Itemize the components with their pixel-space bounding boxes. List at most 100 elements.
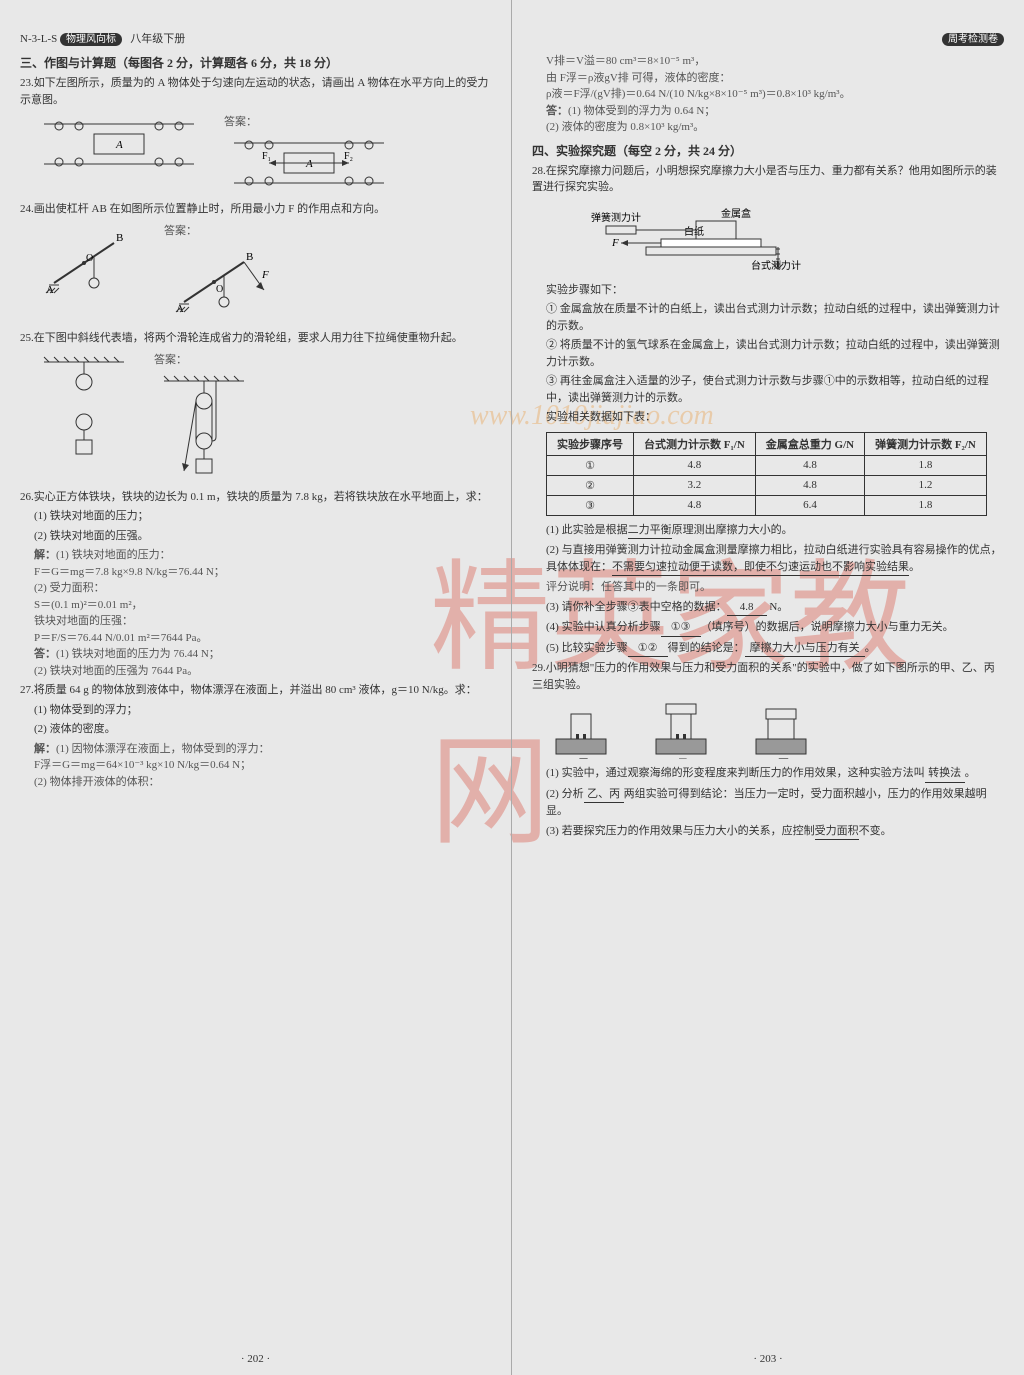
q28-scoring: 评分说明：任答其中的一条即可。	[546, 579, 1004, 596]
q27-p1: (1) 物体受到的浮力；	[34, 702, 491, 719]
q28-q5-blank2: 摩擦力大小与压力有关	[745, 640, 865, 658]
q23: 23.如下左图所示，质量为的 A 物体处于匀速向左运动的状态，请画出 A 物体在…	[20, 75, 491, 108]
page-no-203: · 203 ·	[512, 1353, 1024, 1365]
svg-text:F₁: F₁	[262, 151, 271, 162]
q27: 27.将质量 64 g 的物体放到液体中，物体漂浮在液面上，并溢出 80 cm³…	[20, 682, 491, 699]
page-202: N-3-L-S 物理风向标 八年级下册 三、作图与计算题（每图各 2 分，计算题…	[0, 0, 512, 1375]
page-203: 周考检测卷 V排＝V溢＝80 cm³＝8×10⁻⁵ m³， 由 F浮＝ρ液gV排…	[512, 0, 1024, 1375]
q24-num: 24.	[20, 203, 34, 215]
q29-q1-t2: 。	[965, 767, 976, 779]
q27-ans-label: 答：	[546, 105, 568, 117]
q29-q1-blank: 转换法	[925, 765, 965, 783]
q26-p2: (2) 铁块对地面的压强。	[34, 528, 491, 545]
q23-fig-left: A	[34, 114, 204, 174]
q27-sol-label: 解：	[34, 743, 56, 755]
svg-text:F: F	[261, 269, 269, 281]
q28-th2: 金属盒总重力 G/N	[755, 432, 864, 455]
q28-r1c1: 3.2	[634, 475, 756, 495]
header-right-tag: 周考检测卷	[942, 33, 1004, 46]
q29-q2-blank1: 乙、丙	[584, 786, 624, 804]
q27-s2a: (2) 物体排开液体的体积：	[34, 774, 491, 791]
q27-p2: (2) 液体的密度。	[34, 721, 491, 738]
q26-s2a: (2) 受力面积：	[34, 580, 491, 597]
q28-q3-circ: ③	[628, 601, 639, 613]
q24-fig-answer: AB O F	[164, 242, 274, 322]
svg-text:O: O	[86, 253, 93, 264]
svg-text:B: B	[246, 251, 253, 263]
q28-q5-t2: 得到的结论是：	[668, 642, 745, 654]
q28-q5-blank1: ①②	[628, 640, 668, 658]
q26-a1: (1) 铁块对地面的压力为 76.44 N；	[56, 648, 220, 660]
q23-fig-answer: A F₁ F₂	[224, 133, 394, 193]
q26-sol-label: 解：	[34, 549, 56, 561]
q25: 25.在下图中斜线代表墙，将两个滑轮连成省力的滑轮组，要求人用力往下拉绳使重物升…	[20, 330, 491, 347]
svg-text:弹簧测力计: 弹簧测力计	[591, 211, 641, 224]
q28-q1-t: (1) 此实验是根据	[546, 524, 628, 536]
q29-fig-a: 甲	[546, 699, 616, 759]
q23-ans-label: 答案：	[224, 116, 257, 128]
svg-text:F: F	[611, 237, 619, 249]
section-3-title: 三、作图与计算题（每图各 2 分，计算题各 6 分，共 18 分）	[20, 54, 491, 71]
q28-q2: (2) 与直接用弹簧测力计拉动金属盒测量摩擦力相比，拉动白纸进行实验具有容易操作…	[546, 542, 1004, 576]
header-right: 周考检测卷	[532, 30, 1004, 45]
q26-text: 实心正方体铁块，铁块的边长为 0.1 m，铁块的质量为 7.8 kg，若将铁块放…	[34, 491, 488, 503]
header-grade: 八年级下册	[130, 33, 185, 45]
q28-r2c1: 4.8	[634, 495, 756, 515]
q28-q4-blank1: ①③	[661, 619, 701, 637]
q27-s1a: (1) 因物体漂浮在液面上，物体受到的浮力：	[56, 743, 270, 755]
q28-num: 28.	[532, 165, 546, 177]
q28-tbl-label: 实验相关数据如下表：	[546, 409, 1004, 426]
q24-text: 画出使杠杆 AB 在如图所示位置静止时，所用最小力 F 的作用点和方向。	[34, 203, 385, 215]
q28-step1: ① 金属盒放在质量不计的白纸上，读出台式测力计示数；拉动白纸的过程中，读出弹簧测…	[546, 301, 1004, 334]
q27-s2b: V排＝V溢＝80 cm³＝8×10⁻⁵ m³，	[546, 53, 1004, 70]
q29-q3-t1: (3) 若要探究压力的作用效果与压力大小的关系，应控制	[546, 825, 815, 837]
q26-s2b: S＝(0.1 m)²＝0.01 m²，	[34, 597, 491, 614]
q28-step3: ③ 再往金属盒注入适量的沙子，使台式测力计示数与步骤①中的示数相等，拉动白纸的过…	[546, 373, 1004, 406]
q28-q1-blank: 二力平衡	[628, 522, 672, 540]
q26-s1a: (1) 铁块对地面的压力：	[56, 549, 171, 561]
q25-num: 25.	[20, 332, 34, 344]
svg-text:A: A	[305, 158, 313, 170]
q26: 26.实心正方体铁块，铁块的边长为 0.1 m，铁块的质量为 7.8 kg，若将…	[20, 489, 491, 506]
q28-steps-label: 实验步骤如下：	[546, 282, 1004, 299]
q29-q3-blank: 受力面积	[815, 823, 859, 841]
q28-q4-t2: （填序号）的数据后，说明摩擦力大小与重力无关。	[701, 621, 954, 633]
q29-q2: (2) 分析乙、丙两组实验可得到结论：当压力一定时，受力面积越小，压力的作用效果…	[546, 786, 1004, 820]
q29-q1: (1) 实验中，通过观察海绵的形变程度来判断压力的作用效果，这种实验方法叫转换法…	[546, 765, 1004, 783]
section-4-title: 四、实验探究题（每空 2 分，共 24 分）	[532, 142, 1004, 159]
q23-num: 23.	[20, 77, 34, 89]
q28-q3-t2: 表中空格的数据：	[639, 601, 727, 613]
q28: 28.在探究摩擦力问题后，小明想探究摩擦力大小是否与压力、重力都有关系？他用如图…	[532, 163, 1004, 196]
q28-r1c2: 4.8	[755, 475, 864, 495]
q27-text: 将质量 64 g 的物体放到液体中，物体漂浮在液面上，并溢出 80 cm³ 液体…	[34, 684, 477, 696]
q24-fig-left: AB O	[34, 223, 144, 303]
q25-fig-answer	[154, 371, 254, 481]
q29-q2-t1: (2) 分析	[546, 788, 584, 800]
q28-r0c1: 4.8	[634, 455, 756, 475]
q28-step2: ② 将质量不计的氢气球系在金属盒上，读出台式测力计示数；拉动白纸的过程中，读出弹…	[546, 337, 1004, 370]
q28-q3: (3) 请你补全步骤③表中空格的数据：4.8 N。	[546, 599, 1004, 617]
q27-num: 27.	[20, 684, 34, 696]
q28-q5-t1: (5) 比较实验步骤	[546, 642, 628, 654]
svg-text:甲: 甲	[578, 758, 589, 759]
q23-text: 如下左图所示，质量为的 A 物体处于匀速向左运动的状态，请画出 A 物体在水平方…	[20, 77, 488, 106]
q28-q2-blank: 不需要匀速拉动便于读数，即使不匀速运动也不影响实验结果	[612, 559, 909, 577]
q28-r2c3: 1.8	[865, 495, 987, 515]
q26-s2d: P＝F/S＝76.44 N/0.01 m²＝7644 Pa。	[34, 630, 491, 647]
q29-q3-t2: 不变。	[859, 825, 892, 837]
q26-a2: (2) 铁块对地面的压强为 7644 Pa。	[34, 663, 491, 680]
q28-q3-blank: 4.8	[727, 599, 767, 617]
q27-s2c: 由 F浮＝ρ液gV排 可得，液体的密度：	[546, 70, 1004, 87]
q24: 24.画出使杠杆 AB 在如图所示位置静止时，所用最小力 F 的作用点和方向。	[20, 201, 491, 218]
q25-fig-left	[34, 352, 134, 462]
q28-r1c0: ②	[547, 475, 634, 495]
q28-q3-unit: N。	[769, 601, 788, 613]
svg-text:金属盒: 金属盒	[721, 207, 751, 220]
svg-text:O: O	[216, 284, 223, 295]
q29-q3: (3) 若要探究压力的作用效果与压力大小的关系，应控制受力面积不变。	[546, 823, 1004, 841]
q28-q4: (4) 实验中认真分析步骤①③（填序号）的数据后，说明摩擦力大小与重力无关。	[546, 619, 1004, 637]
header-code: N-3-L-S	[20, 33, 57, 45]
q28-r0c2: 4.8	[755, 455, 864, 475]
q28-q5: (5) 比较实验步骤①②得到的结论是：摩擦力大小与压力有关。	[546, 640, 1004, 658]
svg-text:丙: 丙	[778, 758, 789, 759]
